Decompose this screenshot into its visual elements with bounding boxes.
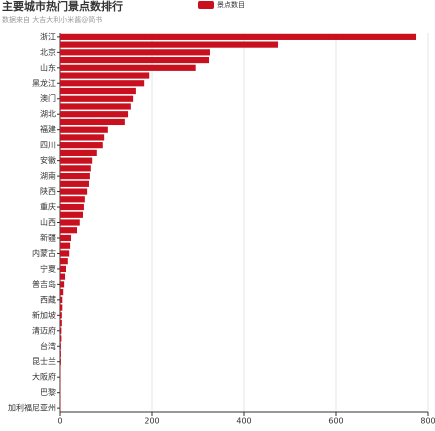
bar bbox=[60, 212, 83, 218]
bar bbox=[60, 297, 62, 303]
bar bbox=[60, 42, 278, 48]
bar bbox=[60, 359, 61, 365]
legend-swatch bbox=[198, 1, 214, 9]
y-tick-label: 昆士兰 bbox=[32, 356, 56, 366]
bar bbox=[60, 243, 70, 249]
x-tick-label: 400 bbox=[236, 417, 251, 426]
legend-label: 景点数目 bbox=[217, 0, 245, 9]
bar bbox=[60, 127, 108, 133]
bar bbox=[60, 49, 210, 55]
bar bbox=[60, 351, 61, 357]
bar bbox=[60, 142, 103, 148]
bar bbox=[60, 235, 71, 241]
x-tick-label: 600 bbox=[328, 417, 343, 426]
bar bbox=[60, 181, 89, 187]
bar bbox=[60, 103, 131, 109]
y-tick-label: 湖南 bbox=[40, 171, 56, 181]
bar bbox=[60, 343, 61, 349]
bar bbox=[60, 88, 136, 94]
x-tick-label: 0 bbox=[57, 417, 62, 426]
y-tick-label: 浙江 bbox=[40, 31, 56, 41]
bar bbox=[60, 274, 65, 280]
bar bbox=[60, 196, 85, 202]
chart-title: 主要城市热门景点数排行 bbox=[2, 0, 123, 13]
y-tick-label: 新疆 bbox=[40, 232, 56, 242]
bar bbox=[60, 34, 416, 40]
bar bbox=[60, 134, 104, 140]
x-tick-label: 200 bbox=[144, 417, 159, 426]
y-tick-label: 大阪府 bbox=[32, 372, 56, 382]
y-tick-label: 陕西 bbox=[40, 186, 56, 196]
bar bbox=[60, 304, 62, 310]
bar bbox=[60, 227, 77, 233]
y-tick-label: 清迈府 bbox=[32, 325, 56, 335]
bar bbox=[60, 119, 125, 125]
bar bbox=[60, 165, 91, 171]
bar bbox=[60, 72, 149, 78]
bar bbox=[60, 219, 80, 225]
y-tick-label: 山东 bbox=[40, 62, 56, 72]
bar bbox=[60, 320, 62, 326]
y-tick-label: 西藏 bbox=[40, 294, 56, 304]
x-tick-label: 800 bbox=[420, 417, 435, 426]
bar bbox=[60, 289, 63, 295]
y-tick-label: 福建 bbox=[40, 124, 56, 134]
bar bbox=[60, 188, 87, 194]
bar bbox=[60, 150, 97, 156]
bar bbox=[60, 96, 133, 102]
bar bbox=[60, 312, 62, 318]
y-tick-label: 宁夏 bbox=[40, 263, 56, 273]
bar bbox=[60, 281, 64, 287]
y-tick-label: 北京 bbox=[40, 47, 56, 57]
y-tick-label: 湖北 bbox=[40, 110, 56, 119]
bar bbox=[60, 204, 84, 210]
bar bbox=[60, 173, 90, 179]
y-tick-label: 普吉岛 bbox=[32, 279, 56, 289]
y-tick-label: 新加坡 bbox=[32, 310, 56, 320]
bar bbox=[60, 328, 61, 334]
bar bbox=[60, 57, 209, 63]
y-tick-label: 澳门 bbox=[40, 93, 56, 103]
y-tick-label: 台湾 bbox=[40, 341, 56, 351]
y-tick-label: 黑龙江 bbox=[32, 78, 56, 88]
y-tick-label: 安徽 bbox=[40, 155, 56, 165]
chart-subtitle: 数据来自 大吉大利小米酱@简书 bbox=[2, 15, 102, 24]
bar bbox=[60, 258, 68, 264]
bar bbox=[60, 111, 128, 117]
y-tick-label: 山西 bbox=[40, 217, 56, 227]
bar bbox=[60, 158, 92, 164]
y-tick-label: 重庆 bbox=[40, 202, 56, 212]
y-tick-label: 四川 bbox=[40, 141, 56, 150]
bar bbox=[60, 266, 66, 272]
bar bbox=[60, 65, 196, 71]
y-tick-label: 加利福尼亚州 bbox=[8, 403, 56, 413]
bar bbox=[60, 80, 144, 86]
bar bbox=[60, 250, 69, 256]
y-tick-label: 巴黎 bbox=[40, 387, 56, 397]
bar bbox=[60, 335, 61, 341]
y-tick-label: 内蒙古 bbox=[32, 248, 56, 258]
